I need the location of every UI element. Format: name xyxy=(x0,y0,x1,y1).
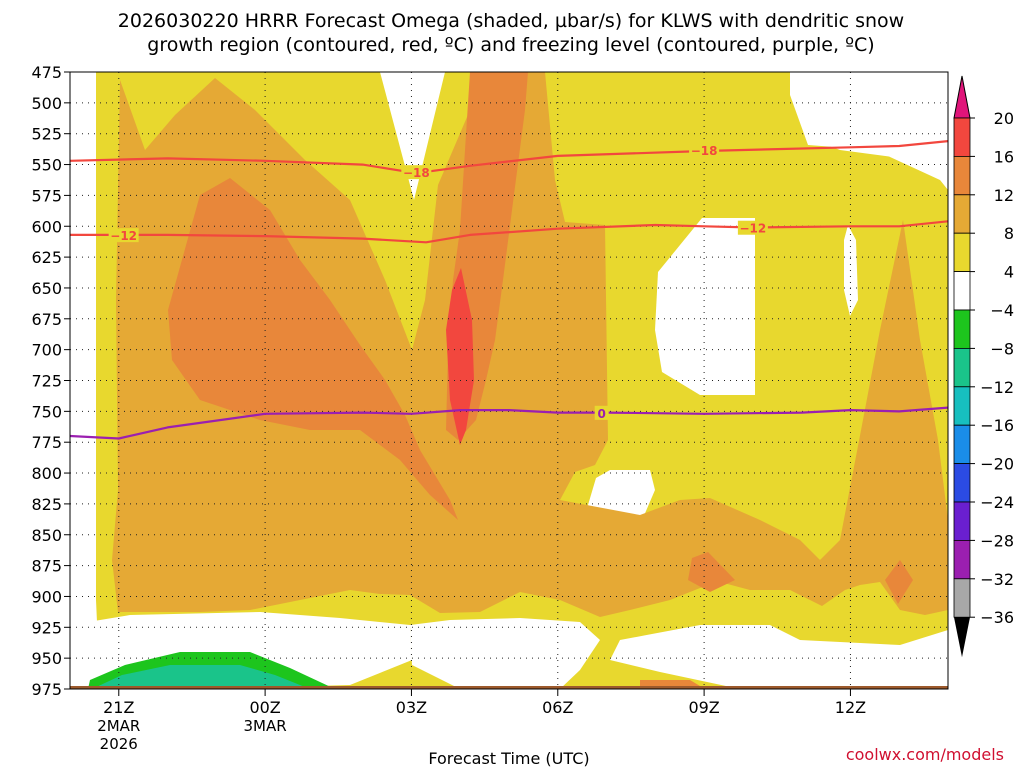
contour-label: −18 xyxy=(691,144,718,158)
colorbar-top-arrow xyxy=(953,75,971,119)
contour-line xyxy=(70,220,948,244)
y-tick-label: 950 xyxy=(31,649,62,668)
colorbar-segment xyxy=(953,578,971,618)
y-tick-label: 825 xyxy=(31,495,62,514)
colorbar-label: 20 xyxy=(994,109,1014,128)
x-axis-label: Forecast Time (UTC) xyxy=(428,749,589,768)
x-tick-label: 21Z xyxy=(103,698,134,717)
y-tick-label: 900 xyxy=(31,587,62,606)
y-axis-ticks: 475 500 525 550 575 600 625 650 675 700 725 750 775 8… xyxy=(31,63,70,699)
y-tick-label: 475 xyxy=(31,63,62,82)
omega-shade-white-bottom-right xyxy=(610,625,948,689)
x-tick-label: 03Z xyxy=(396,698,427,717)
contour-lines xyxy=(70,140,948,440)
colorbar-segment xyxy=(953,540,971,580)
contour-label: −12 xyxy=(110,229,137,243)
colorbar-segment xyxy=(953,309,971,349)
colorbar-segment xyxy=(953,117,971,157)
colorbar-label: −24 xyxy=(980,493,1014,512)
y-tick-label: 575 xyxy=(31,186,62,205)
colorbar-segment xyxy=(953,386,971,426)
omega-shade-neg-8 xyxy=(92,665,310,689)
contour-labels: −18 −18 −12 −12 0 xyxy=(108,142,768,421)
x-tick-label: 00Z xyxy=(249,698,280,717)
y-tick-label: 775 xyxy=(31,433,62,452)
x-tick-label: 06Z xyxy=(542,698,573,717)
colorbar-label: 4 xyxy=(1004,263,1014,282)
contour-label: −12 xyxy=(740,222,767,236)
colorbar-label: 16 xyxy=(994,147,1014,166)
y-tick-label: 925 xyxy=(31,618,62,637)
colorbar-segment xyxy=(953,424,971,465)
omega-shade-8-12 xyxy=(112,72,948,617)
y-tick-label: 625 xyxy=(31,248,62,267)
y-tick-label: 525 xyxy=(31,125,62,144)
y-tick-label: 850 xyxy=(31,526,62,545)
colorbar: 20 16 12 8 4 −4 −8 −12 −16 −20 −24 −28 −32 −36 xyxy=(953,75,1014,658)
omega-shade-12-16-850a xyxy=(688,552,735,592)
colorbar-segment xyxy=(953,501,971,541)
colorbar-segment xyxy=(953,155,971,196)
contour-label-bg xyxy=(401,165,432,180)
colorbar-label: 12 xyxy=(994,186,1014,205)
colorbar-segment xyxy=(953,463,971,503)
y-tick-label: 800 xyxy=(31,464,62,483)
colorbar-label: −4 xyxy=(990,301,1014,320)
x-tick-label: 09Z xyxy=(688,698,719,717)
y-tick-label: 700 xyxy=(31,341,62,360)
contour-line xyxy=(70,140,948,175)
contour-label-bg xyxy=(737,220,768,235)
colorbar-segment xyxy=(953,232,971,272)
colorbar-label: −28 xyxy=(980,531,1014,550)
x-tick-sublabel: 2MAR xyxy=(97,717,140,735)
colorbar-segment xyxy=(953,271,971,311)
y-tick-label: 600 xyxy=(31,217,62,236)
y-tick-label: 750 xyxy=(31,402,62,421)
contour-label-bg xyxy=(594,405,609,420)
colorbar-label: 8 xyxy=(1004,224,1014,243)
colorbar-label: −36 xyxy=(980,608,1014,627)
x-tick-label: 12Z xyxy=(835,698,866,717)
chart-title-line-2: growth region (contoured, red, ºC) and f… xyxy=(147,34,874,56)
colorbar-label: −8 xyxy=(990,339,1014,358)
colorbar-label: −12 xyxy=(980,378,1014,397)
x-tick-sublabel: 3MAR xyxy=(244,717,287,735)
y-tick-label: 500 xyxy=(31,94,62,113)
colorbar-bottom-arrow xyxy=(954,617,970,658)
contour-line xyxy=(70,406,948,440)
colorbar-label: −32 xyxy=(980,570,1014,589)
contour-label: −18 xyxy=(403,166,430,180)
omega-shade-white-bottom-mid xyxy=(410,618,600,689)
omega-shade-12-16-left xyxy=(168,178,458,520)
y-tick-label: 675 xyxy=(31,310,62,329)
y-tick-label: 875 xyxy=(31,557,62,576)
y-tick-label: 650 xyxy=(31,279,62,298)
omega-shade-12-16-850b xyxy=(885,560,913,604)
ground-strip xyxy=(70,686,948,689)
y-tick-label: 975 xyxy=(31,680,62,699)
credit-text: coolwx.com/models xyxy=(846,745,1004,764)
omega-shade-white-small xyxy=(844,225,858,316)
x-tick-sublabel: 2026 xyxy=(100,735,138,753)
colorbar-segment xyxy=(953,194,971,234)
chart-title-line-1: 2026030220 HRRR Forecast Omega (shaded, … xyxy=(118,10,904,32)
omega-shade-16-20 xyxy=(446,268,474,445)
contour-label: 0 xyxy=(597,407,605,421)
contour-label-bg xyxy=(108,228,139,243)
plot-area xyxy=(70,72,948,689)
y-tick-label: 550 xyxy=(31,156,62,175)
colorbar-label: −20 xyxy=(980,455,1014,474)
contour-label-bg xyxy=(689,142,720,157)
omega-shade-white-mid xyxy=(655,218,755,395)
y-tick-label: 725 xyxy=(31,372,62,391)
colorbar-label: −16 xyxy=(980,416,1014,435)
colorbar-segment xyxy=(953,347,971,388)
